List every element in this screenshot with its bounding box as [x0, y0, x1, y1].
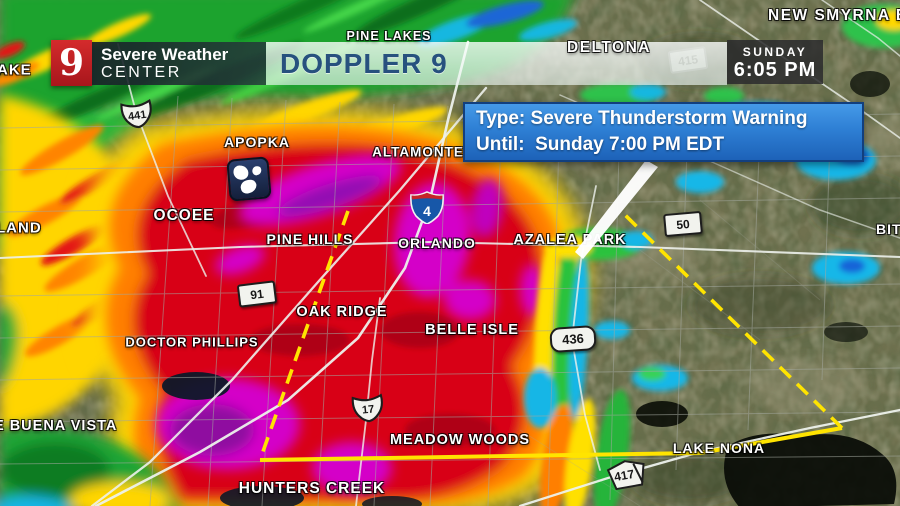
- city-label-land: LAND: [0, 219, 42, 237]
- warning-type-line: Type: Severe Thunderstorm Warning: [476, 108, 808, 129]
- route-shield-sr-436: 436: [549, 324, 597, 354]
- doppler-banner: DOPPLER 9: [266, 42, 727, 85]
- channel-9-logo: 9: [51, 40, 92, 86]
- warning-until-line: Until: Sunday 7:00 PM EDT: [476, 134, 725, 155]
- hail-icon: [226, 156, 272, 202]
- doppler-title: DOPPLER 9: [280, 47, 448, 79]
- city-label-azalea-park: AZALEA PARK: [513, 232, 627, 248]
- logo-line2: CENTER: [101, 64, 182, 81]
- clock-day: SUNDAY: [742, 44, 808, 59]
- city-label-oak-ridge: OAK RIDGE: [296, 304, 388, 320]
- warning-polygon: [258, 210, 844, 462]
- city-label-deltona: DELTONA: [567, 39, 651, 56]
- city-label-altamonte: ALTAMONTE: [372, 144, 464, 160]
- city-label-pine-hills: PINE HILLS: [266, 231, 354, 247]
- logo-line1: Severe Weather: [101, 45, 229, 64]
- city-label-ake: AKE: [0, 61, 32, 79]
- city-label-hunters-creek: HUNTERS CREEK: [238, 480, 386, 497]
- city-label-doctor-phillips: DOCTOR PHILLIPS: [125, 334, 259, 350]
- city-label-buena-vista: E BUENA VISTA: [0, 418, 118, 434]
- clock-time: 6:05 PM: [733, 58, 817, 81]
- clock-box: SUNDAY 6:05 PM: [727, 40, 823, 84]
- city-label-lake-nona: LAKE NONA: [672, 440, 766, 456]
- city-label-pine-lakes: PINE LAKES: [346, 29, 432, 43]
- city-label-ocoee: OCOEE: [153, 207, 215, 224]
- route-shield-us-441: 441: [116, 97, 158, 132]
- route-shield-toll-417: 417: [605, 456, 650, 492]
- city-label-orlando: ORLANDO: [398, 235, 476, 251]
- route-shield-sr-50: 50: [663, 210, 703, 238]
- route-shield-us-17: 17: [348, 391, 389, 425]
- route-shield-91-turnpike: 91: [236, 280, 278, 308]
- city-label-new-smyrna-beach: NEW SMYRNA BE: [768, 7, 900, 24]
- city-label-belle-isle: BELLE ISLE: [425, 322, 519, 338]
- route-shield-interstate-4: 4: [408, 190, 446, 224]
- city-label-apopka: APOPKA: [224, 134, 290, 150]
- warning-info-box: Type: Severe Thunderstorm Warning Until:…: [463, 102, 864, 162]
- city-label-meadow-woods: MEADOW WOODS: [389, 432, 531, 448]
- severe-weather-center-logo: Severe Weather CENTER: [92, 42, 266, 85]
- city-label-bithlo: BITHLO: [876, 221, 900, 237]
